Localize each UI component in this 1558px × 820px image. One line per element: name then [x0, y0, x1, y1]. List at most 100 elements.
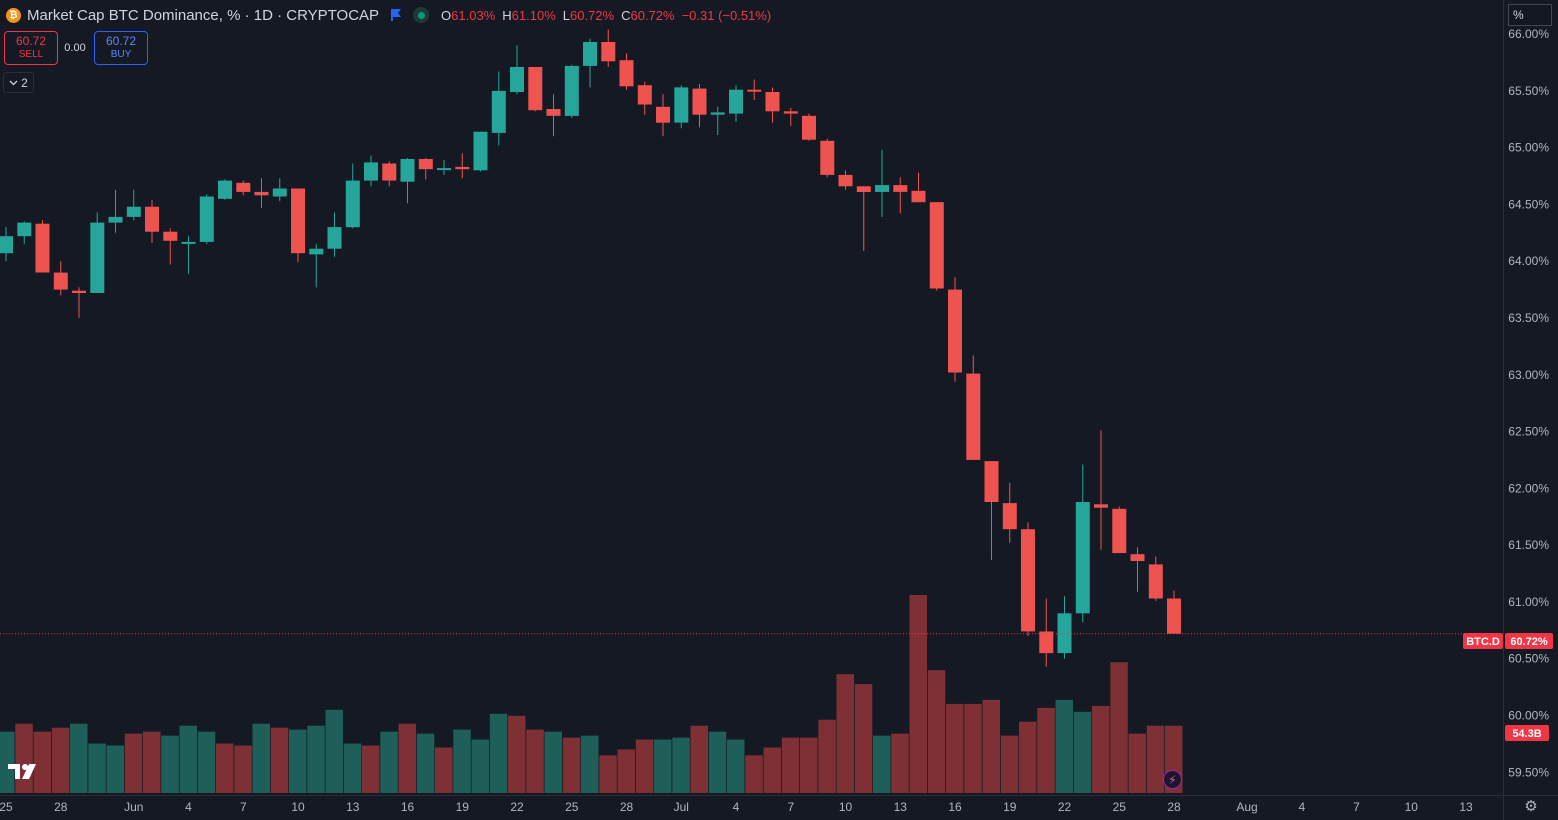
volume-bar [106, 745, 124, 793]
volume-bar [362, 745, 380, 793]
y-tick-label: 59.50% [1508, 765, 1549, 779]
candle-body [984, 461, 999, 502]
symbol-legend[interactable]: ₿ Market Cap BTC Dominance, % · 1D · CRY… [6, 5, 771, 25]
sell-button[interactable]: 60.72 SELL [4, 31, 58, 65]
volume-bar [1000, 735, 1019, 793]
open-label: O [441, 7, 452, 23]
volume-bar [581, 735, 599, 793]
candle [820, 138, 835, 178]
x-tick-label: 10 [1405, 800, 1419, 814]
volume-bar [252, 723, 270, 793]
sell-label: SELL [18, 49, 44, 60]
candle [309, 244, 324, 288]
candle [53, 261, 68, 296]
y-tick-label: 65.50% [1508, 84, 1549, 98]
volume-bar [800, 737, 818, 793]
volume-bar [179, 725, 197, 793]
x-tick-label: 10 [839, 800, 853, 814]
candle-body [528, 67, 543, 111]
x-tick-label: 4 [1298, 800, 1305, 814]
candle [637, 81, 652, 115]
y-tick-label: 63.00% [1508, 368, 1549, 382]
volume-bar [745, 755, 763, 793]
candle [473, 131, 488, 172]
candle [126, 189, 141, 221]
volume-tag: 54.3B [1505, 725, 1549, 741]
volume-bar [1110, 662, 1128, 793]
volume-bar [690, 725, 708, 793]
buy-button[interactable]: 60.72 BUY [94, 31, 148, 65]
candle [856, 186, 871, 251]
last-price-symbol-tag [1463, 633, 1503, 649]
x-tick-label: 19 [456, 800, 470, 814]
volume-bar [380, 731, 398, 793]
volume-bar [1055, 699, 1073, 793]
volume-bar [1073, 711, 1092, 793]
volume-bar [617, 749, 635, 793]
x-tick-label: 25 [565, 800, 579, 814]
spread-value: 0.00 [64, 42, 86, 54]
high-label: H [502, 7, 512, 23]
candle-body [1075, 502, 1090, 614]
y-tick-label: 61.50% [1508, 538, 1549, 552]
volume-bar [854, 684, 873, 793]
candle [108, 189, 123, 233]
volume-bar [325, 709, 343, 793]
price-scale-unit-box[interactable]: % [1508, 4, 1552, 26]
candle [199, 194, 214, 245]
flag-icon[interactable] [391, 9, 402, 21]
candle-body [418, 159, 433, 170]
y-tick-label: 60.50% [1508, 652, 1549, 666]
candle [710, 106, 725, 136]
volume-bar [471, 739, 489, 793]
candle [601, 29, 616, 67]
volume-bar [270, 727, 289, 793]
candle [510, 45, 524, 95]
x-tick-label: 4 [733, 800, 740, 814]
candle-body [747, 89, 762, 92]
candle [1130, 547, 1145, 592]
volume-bar [635, 739, 654, 793]
volume-bar [927, 670, 946, 793]
candle [674, 85, 689, 129]
symbol-title[interactable]: Market Cap BTC Dominance, % · 1D · CRYPT… [27, 6, 380, 24]
x-tick-label: 4 [185, 800, 192, 814]
volume-bar [124, 733, 143, 793]
candle-body [564, 65, 579, 116]
candle-body [491, 90, 506, 133]
candle [491, 71, 506, 146]
candle-body [948, 289, 962, 373]
candle-body [893, 185, 908, 192]
volume-bar [453, 729, 471, 793]
tradingview-logo-icon[interactable] [6, 762, 40, 782]
x-tick-label: 16 [401, 800, 415, 814]
volume-bar [435, 747, 453, 793]
candle-body [875, 185, 889, 192]
settings-icon[interactable]: ⚙ [1524, 798, 1538, 815]
lightning-icon[interactable]: ⚡ [1163, 770, 1182, 789]
price-axis[interactable]: 66.00% 65.50% 65.00% 64.50% 64.00% 63.50% 63.0… [1508, 27, 1549, 779]
volume-bar [526, 729, 544, 793]
close-value: 60.72% [630, 7, 675, 23]
candle-body [455, 166, 470, 170]
last-price-symbol: BTC.D [1466, 636, 1500, 648]
volume-bar [562, 737, 581, 793]
indicators-toggle-button[interactable]: 2 [3, 72, 34, 93]
x-tick-label: 28 [54, 800, 68, 814]
candle-body [17, 222, 32, 237]
high-value: 61.10% [511, 7, 556, 23]
candle [455, 153, 470, 179]
candle-body [1002, 503, 1017, 530]
candle-body [802, 115, 816, 140]
time-axis[interactable]: 25 28 Jun 4 7 10 13 16 19 22 25 28 Jul 4 7 10 13 16 19 22 25… [0, 800, 1473, 814]
candle [272, 178, 287, 201]
candle-body [674, 87, 689, 123]
volume-bar [1019, 721, 1037, 793]
candle-body [838, 174, 853, 187]
candle-body [35, 223, 50, 273]
volume-bar [727, 739, 745, 793]
x-tick-label: 10 [291, 800, 305, 814]
buy-price: 60.72 [105, 34, 137, 48]
volume-bar [398, 723, 416, 793]
